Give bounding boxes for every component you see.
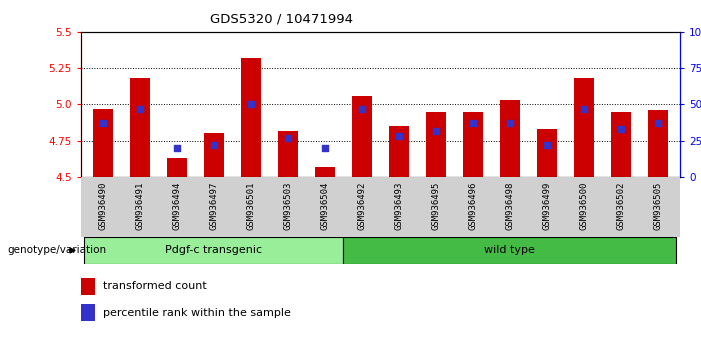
Text: GSM936496: GSM936496 bbox=[468, 182, 477, 230]
Point bbox=[652, 120, 663, 126]
Bar bbox=[81, 278, 95, 295]
Bar bbox=[240, 58, 261, 177]
Bar bbox=[278, 131, 298, 177]
Point bbox=[319, 145, 330, 151]
Text: GSM936502: GSM936502 bbox=[616, 182, 625, 230]
Text: GSM936497: GSM936497 bbox=[210, 182, 218, 230]
Bar bbox=[463, 112, 483, 177]
Text: wild type: wild type bbox=[484, 245, 536, 256]
Text: GSM936501: GSM936501 bbox=[246, 182, 255, 230]
Text: GSM936495: GSM936495 bbox=[431, 182, 440, 230]
Bar bbox=[203, 133, 224, 177]
Text: GDS5320 / 10471994: GDS5320 / 10471994 bbox=[210, 12, 353, 25]
Bar bbox=[648, 110, 668, 177]
Text: GSM936505: GSM936505 bbox=[653, 182, 662, 230]
Text: percentile rank within the sample: percentile rank within the sample bbox=[104, 308, 292, 318]
Bar bbox=[130, 78, 150, 177]
Text: GSM936499: GSM936499 bbox=[543, 182, 551, 230]
Point bbox=[504, 120, 515, 126]
Point bbox=[134, 106, 145, 112]
Bar bbox=[388, 126, 409, 177]
Bar bbox=[500, 100, 520, 177]
Text: GSM936504: GSM936504 bbox=[320, 182, 329, 230]
Point bbox=[430, 128, 442, 133]
Bar bbox=[426, 112, 446, 177]
Text: GSM936491: GSM936491 bbox=[135, 182, 144, 230]
Text: genotype/variation: genotype/variation bbox=[7, 245, 106, 256]
Text: GSM936500: GSM936500 bbox=[579, 182, 588, 230]
Text: transformed count: transformed count bbox=[104, 281, 207, 291]
Bar bbox=[611, 112, 631, 177]
Text: GSM936498: GSM936498 bbox=[505, 182, 515, 230]
Point bbox=[615, 126, 627, 132]
Point bbox=[245, 102, 257, 107]
Point bbox=[541, 142, 552, 148]
Bar bbox=[93, 109, 113, 177]
Bar bbox=[84, 237, 343, 264]
Bar bbox=[167, 158, 187, 177]
Point bbox=[393, 133, 404, 139]
Point bbox=[283, 135, 294, 141]
Point bbox=[97, 120, 109, 126]
Text: GSM936490: GSM936490 bbox=[98, 182, 107, 230]
Text: GSM936494: GSM936494 bbox=[172, 182, 182, 230]
Text: GSM936493: GSM936493 bbox=[394, 182, 403, 230]
Point bbox=[578, 106, 590, 112]
Text: GSM936503: GSM936503 bbox=[283, 182, 292, 230]
Point bbox=[356, 106, 367, 112]
Bar bbox=[315, 167, 335, 177]
Text: Pdgf-c transgenic: Pdgf-c transgenic bbox=[165, 245, 262, 256]
Bar bbox=[352, 96, 372, 177]
Bar bbox=[343, 237, 676, 264]
Text: GSM936492: GSM936492 bbox=[358, 182, 367, 230]
Point bbox=[208, 142, 219, 148]
Point bbox=[171, 145, 182, 151]
Bar bbox=[81, 304, 95, 321]
Point bbox=[467, 120, 478, 126]
Bar bbox=[573, 78, 594, 177]
Bar bbox=[536, 129, 557, 177]
